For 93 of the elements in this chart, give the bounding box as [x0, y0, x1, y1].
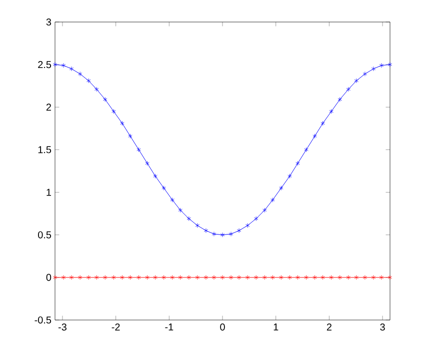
point [228, 232, 234, 236]
point [136, 147, 141, 152]
point [220, 275, 225, 280]
point [170, 198, 174, 202]
point [220, 232, 225, 238]
y-tick-label: 0.5 [38, 231, 52, 238]
point [371, 275, 376, 280]
point [103, 97, 108, 102]
point [204, 275, 208, 280]
point [162, 275, 166, 280]
point [153, 174, 158, 178]
point [120, 275, 124, 280]
point [120, 120, 124, 126]
x-tick-label: 1 [274, 324, 278, 330]
x-tick-label: -3 [58, 324, 66, 331]
y-tick-label: 2.5 [38, 61, 52, 68]
point [254, 216, 258, 222]
point [212, 275, 216, 280]
point [296, 275, 300, 280]
point [145, 160, 150, 166]
point [178, 208, 182, 213]
point [178, 275, 182, 280]
x-tick-label: -2 [112, 324, 120, 330]
x-tick-label: -1 [165, 324, 174, 330]
y-tick-label: 0 [46, 274, 52, 281]
point [236, 275, 242, 280]
point [195, 223, 200, 228]
point [354, 78, 358, 84]
point [69, 275, 74, 280]
point [94, 86, 99, 92]
point [112, 275, 116, 280]
point [228, 275, 234, 280]
point [296, 160, 300, 166]
point [236, 228, 242, 233]
point [362, 72, 368, 76]
point [338, 97, 342, 102]
point [61, 275, 66, 280]
point [279, 275, 284, 280]
point [338, 275, 342, 280]
point [195, 275, 200, 280]
y-tick-label: 1.5 [38, 146, 52, 154]
point [304, 147, 308, 152]
point [371, 66, 376, 72]
y-tick-label: -0.5 [34, 316, 52, 324]
point [94, 275, 99, 280]
x-tick-label: 2 [326, 324, 332, 330]
point [128, 275, 132, 280]
point [69, 66, 74, 72]
point [320, 275, 325, 280]
point [145, 275, 150, 280]
x-tick-label: 0 [220, 324, 225, 331]
point [61, 63, 66, 68]
point [186, 275, 191, 280]
point [245, 275, 250, 280]
point [262, 275, 267, 280]
point [78, 275, 82, 280]
point [288, 174, 292, 178]
point [346, 275, 350, 280]
point [212, 232, 216, 236]
y-tick-label: 2 [46, 104, 51, 111]
point [103, 275, 108, 280]
point [204, 228, 208, 233]
point [362, 275, 368, 280]
point [153, 275, 158, 280]
point [128, 134, 132, 138]
point [86, 78, 91, 84]
point [245, 223, 250, 228]
point [136, 275, 141, 280]
point [86, 275, 91, 280]
point [112, 109, 116, 114]
point [270, 198, 275, 202]
point [329, 275, 334, 280]
point [304, 275, 308, 280]
point [329, 109, 334, 114]
point [270, 275, 275, 280]
y-tick-label: 3 [46, 18, 52, 26]
point [288, 275, 292, 280]
point [312, 134, 317, 138]
point [162, 186, 166, 190]
x-tick-label: 3 [380, 324, 385, 331]
point [78, 72, 82, 76]
point [354, 275, 358, 280]
point [279, 186, 284, 190]
point [346, 86, 350, 92]
point [379, 63, 384, 68]
point [254, 275, 258, 280]
point [186, 216, 191, 222]
point [320, 120, 325, 126]
point [170, 275, 174, 280]
point [379, 275, 384, 280]
point [312, 275, 317, 280]
y-tick-label: 1 [46, 188, 51, 196]
point [262, 208, 267, 213]
